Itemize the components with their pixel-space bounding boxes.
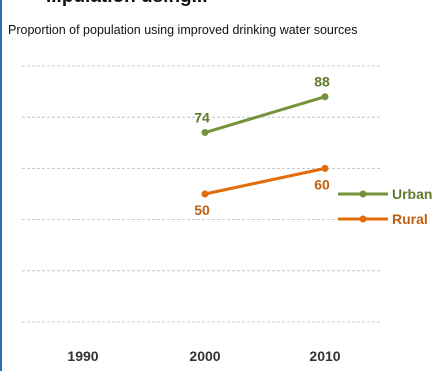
point-rural-2000 [201, 190, 209, 198]
frame-left-border [0, 0, 2, 371]
x-tick-label-1990: 1990 [67, 348, 98, 364]
legend-marker-rural [359, 215, 367, 223]
data-label-urban-2000: 74 [194, 110, 210, 126]
x-tick-label-2000: 2000 [189, 348, 220, 364]
series-line-urban [204, 95, 326, 134]
legend-label-rural: Rural [392, 211, 428, 227]
x-tick-label-2010: 2010 [309, 348, 340, 364]
point-rural-2010 [321, 164, 329, 172]
legend-label-urban: Urban [392, 186, 432, 202]
point-urban-2000 [201, 129, 209, 137]
data-label-urban-2010: 88 [314, 74, 330, 90]
data-label-rural-2010: 60 [314, 176, 330, 192]
series-line-rural [204, 166, 326, 196]
chart-subtitle: Proportion of population using improved … [8, 23, 358, 37]
legend-marker-urban [359, 190, 367, 198]
data-label-rural-2000: 50 [194, 202, 210, 218]
point-urban-2010 [321, 93, 329, 101]
clipped-title: ...pulation using... [46, 0, 208, 8]
